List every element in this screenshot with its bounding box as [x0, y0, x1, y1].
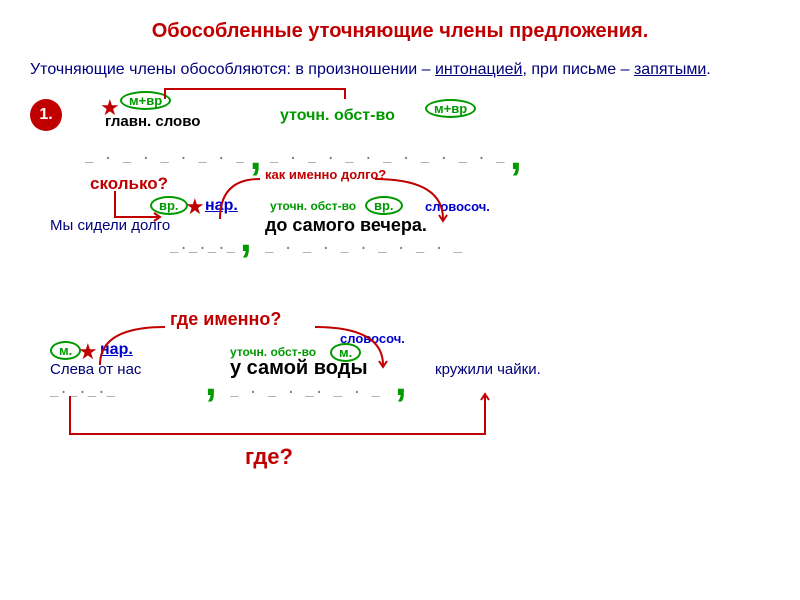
tag-vr-2: вр.	[365, 196, 403, 215]
tag-vr-1: вр.	[150, 196, 188, 215]
clarifier-label-2: уточн. обст-во	[270, 199, 356, 213]
star-icon-2: ★	[185, 194, 205, 220]
question-skolko: сколько?	[90, 174, 168, 194]
question-gde-imenno: где именно?	[170, 309, 281, 330]
sentence-1-clarifier: до самого вечера.	[265, 215, 427, 236]
tag-m-1: м.	[50, 341, 81, 360]
clarifier-label-1: уточн. обст-во	[280, 107, 395, 125]
section-number: 1.	[30, 99, 62, 131]
page-title: Обособленные уточняющие члены предложени…	[30, 20, 770, 43]
question-kak-imenno: как именно долго?	[265, 167, 386, 182]
bracket-top	[160, 87, 350, 101]
tag-mvr-right: м+вр	[425, 99, 476, 118]
question-gde: где?	[245, 444, 293, 470]
sentence-2-clarifier: у самой воды	[230, 357, 368, 380]
comma-icon-1: ,	[250, 131, 262, 179]
comma-icon-3: ,	[240, 213, 252, 261]
intro-underline2: запятыми	[634, 61, 706, 78]
comma-icon-2: ,	[510, 131, 522, 179]
comma-icon-4: ,	[205, 357, 217, 405]
sentence-2-right: кружили чайки.	[435, 361, 541, 378]
section-1: 1. ★ м+вр главн. слово уточн. обст-во м+…	[30, 89, 770, 279]
sentence-2-left: Слева от нас	[50, 361, 141, 378]
pattern-left-2: _._._._	[170, 237, 236, 253]
intro-mid: , при письме –	[522, 61, 633, 78]
comma-icon-5: ,	[395, 357, 407, 405]
intro-suffix: .	[706, 61, 710, 78]
pattern-right-2: _ . _ . _ . _ . _ . _	[265, 237, 463, 253]
tag-mvr-left: м+вр	[120, 91, 171, 110]
sentence-1-left: Мы сидели долго	[50, 217, 170, 234]
pattern-left-3: _._._._	[50, 381, 116, 397]
main-word-label: главн. слово	[105, 113, 200, 130]
pattern-right-3: _ . _ . _. _ . _	[230, 381, 381, 397]
nar-label-2: нар.	[100, 341, 133, 359]
pattern-right-1: _ . _ . _ . _ . _ . _ . _	[270, 147, 506, 163]
slovos-label-1: словосоч.	[425, 199, 490, 214]
intro-underline1: интонацией	[435, 61, 523, 78]
nar-label-1: нар.	[205, 197, 238, 215]
intro-prefix: Уточняющие члены обособляются: в произно…	[30, 61, 435, 78]
intro-text: Уточняющие члены обособляются: в произно…	[30, 61, 770, 79]
pattern-left-1: _ . _ . _ . _ . _	[85, 147, 245, 163]
section-2: где именно? словосоч. м. ★ нар. уточн. о…	[30, 309, 770, 504]
